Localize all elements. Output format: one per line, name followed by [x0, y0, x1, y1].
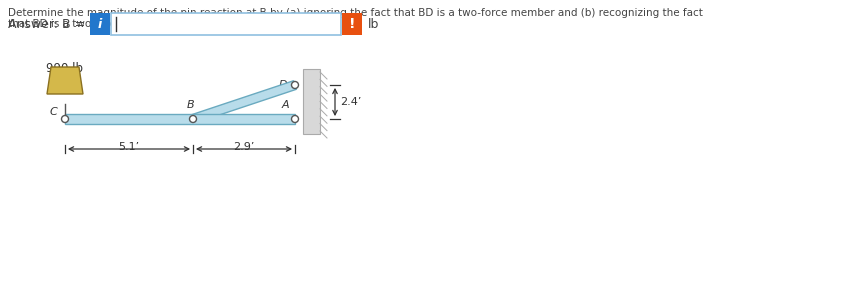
- Circle shape: [62, 116, 69, 123]
- Polygon shape: [47, 67, 83, 94]
- FancyBboxPatch shape: [90, 13, 110, 35]
- Text: 990 lb: 990 lb: [47, 62, 83, 75]
- Text: i: i: [98, 18, 102, 31]
- Text: 2.4’: 2.4’: [340, 97, 361, 107]
- Text: D: D: [279, 80, 287, 90]
- Circle shape: [292, 81, 299, 88]
- FancyBboxPatch shape: [342, 13, 362, 35]
- Circle shape: [189, 116, 196, 123]
- Circle shape: [292, 116, 299, 123]
- Text: 5.1’: 5.1’: [118, 142, 140, 152]
- Text: that BD is a two-force member.: that BD is a two-force member.: [8, 19, 171, 29]
- FancyBboxPatch shape: [111, 13, 341, 35]
- Text: Answer: B =: Answer: B =: [8, 18, 85, 31]
- Text: A: A: [281, 100, 289, 110]
- Polygon shape: [192, 81, 297, 123]
- Polygon shape: [303, 69, 320, 134]
- Polygon shape: [65, 114, 295, 124]
- Text: C: C: [49, 107, 57, 117]
- Text: B: B: [187, 100, 194, 110]
- Text: Determine the magnitude of the pin reaction at B by (a) ignoring the fact that B: Determine the magnitude of the pin react…: [8, 8, 703, 18]
- Text: lb: lb: [368, 18, 379, 31]
- Text: 2.9’: 2.9’: [233, 142, 254, 152]
- Text: !: !: [349, 17, 355, 31]
